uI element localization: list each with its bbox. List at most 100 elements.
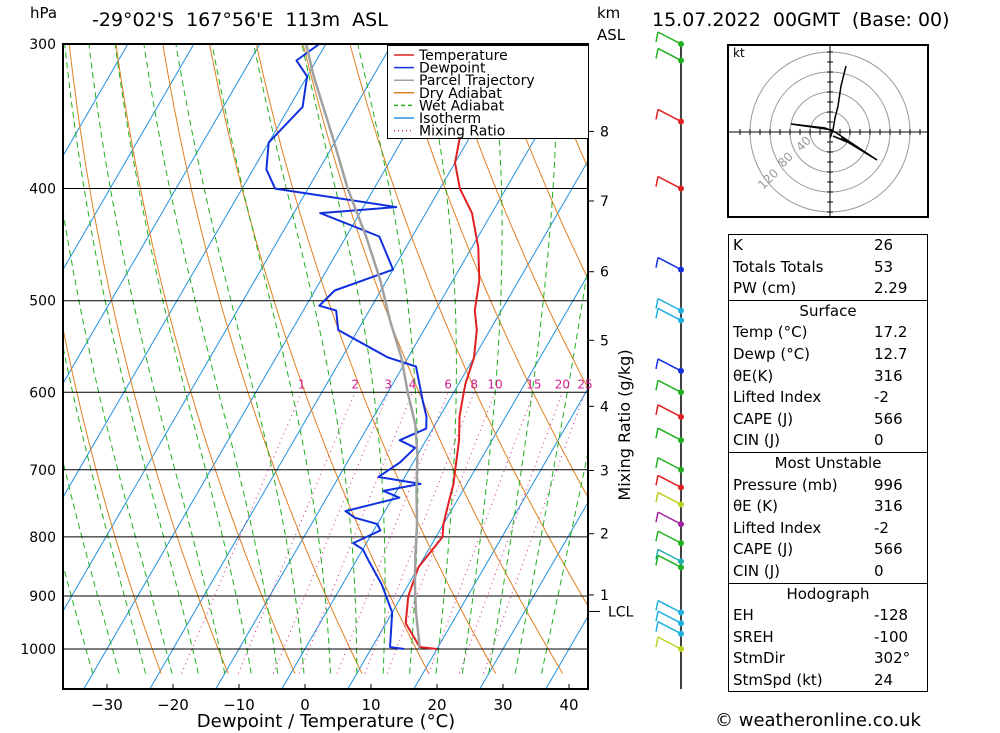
wind-barb [657, 256, 682, 271]
wind-barb-feather [655, 298, 659, 309]
wet-adiabat-line [461, 44, 503, 674]
station-location: -29°02'S 167°56'E 113m ASL [92, 9, 388, 31]
wet-adiabat-line [175, 44, 305, 674]
dry-adiabat-line [937, 9, 1000, 673]
pressure-tick-label: 500 [29, 294, 56, 310]
credit-text: © weatheronline.co.uk [715, 710, 921, 731]
wind-level-dot [678, 558, 684, 565]
most-unstable-key: θE (K) [733, 497, 778, 516]
most-unstable-value: 0 [874, 561, 884, 580]
header-asl-label: ASL [597, 26, 626, 44]
mixing-ratio-line [298, 392, 414, 674]
wet-adiabat-line [114, 44, 252, 674]
dry-adiabat-line [162, 44, 363, 674]
hodograph-row: StmSpd (kt) 24 [729, 670, 927, 692]
mixing-ratio-line [336, 392, 449, 674]
hodograph-unit-label: kt [733, 46, 745, 60]
wind-barb-feather [655, 404, 659, 415]
wind-barb [657, 297, 682, 312]
hodograph-row: StmDir 302° [729, 648, 927, 670]
pressure-tick-label: 400 [29, 182, 56, 198]
hodograph-ring-label: 80 [775, 149, 796, 170]
index-key: K [733, 236, 743, 254]
wind-level-dot [678, 317, 684, 324]
surface-value: 17.2 [874, 323, 908, 342]
wet-adiabat-line [63, 344, 147, 674]
wind-level-dot [678, 41, 684, 47]
wind-barb [657, 530, 682, 544]
wind-barb [657, 457, 682, 471]
legend-entry: Dewpoint [419, 61, 486, 77]
surface-header: Surface [729, 299, 927, 323]
mixing-ratio-label: 25 [577, 377, 592, 391]
surface-value: 566 [874, 409, 903, 428]
pressure-tick-label: 1000 [20, 642, 56, 658]
wind-barb-feather [655, 530, 659, 542]
wet-adiabat-line [420, 44, 457, 674]
wind-barb-feather [655, 358, 659, 370]
legend-entry: Isotherm [419, 111, 481, 127]
km-tick-label: 3 [600, 463, 609, 479]
surface-value: -2 [874, 388, 889, 407]
wind-barb-feather [655, 475, 659, 486]
km-tick-label: 8 [600, 124, 609, 140]
wet-adiabat-line [253, 44, 358, 674]
wind-barb [657, 108, 682, 123]
hodograph-value: 24 [874, 670, 894, 689]
wind-barb-feather [655, 428, 659, 439]
hodograph-value: -100 [874, 627, 909, 646]
legend-entry: Mixing Ratio [419, 124, 505, 138]
most-unstable-row: CAPE (J) 566 [729, 539, 927, 561]
wind-barb [657, 379, 682, 393]
wind-barb-feather [655, 621, 659, 632]
wind-barb [657, 554, 682, 568]
wind-barb-feather [655, 31, 659, 43]
dry-adiabat-line [349, 44, 588, 607]
pressure-tick-label: 700 [29, 463, 56, 479]
index-row: K 26 [729, 235, 927, 257]
surface-value: 12.7 [874, 344, 908, 363]
wind-barb-feather [655, 555, 659, 566]
surface-row: Dewp (°C) 12.7 [729, 344, 927, 366]
wind-barb-feather [655, 109, 659, 120]
wet-adiabat-line [63, 208, 173, 674]
wind-barb [657, 47, 682, 62]
surface-key: CAPE (J) [733, 409, 794, 428]
x-tick-label: 40 [559, 696, 578, 714]
dry-adiabat-line [442, 44, 588, 390]
index-key: PW (cm) [733, 279, 797, 298]
isotherm-line [479, 501, 588, 689]
pressure-tick-label: 900 [29, 589, 56, 605]
legend-entry: Wet Adiabat [419, 98, 505, 114]
wet-adiabat-line [64, 44, 199, 674]
wind-level-dot [678, 118, 684, 125]
most-unstable-key: Lifted Index [733, 518, 822, 537]
wind-level-dot [678, 609, 684, 616]
wet-adiabat-line [63, 562, 94, 674]
hodograph-key: EH [733, 606, 754, 625]
hodograph-value: -128 [874, 606, 909, 625]
surface-key: Temp (°C) [733, 323, 808, 342]
wet-adiabat-line [88, 44, 226, 674]
index-value: 53 [874, 257, 894, 276]
wind-barb [657, 599, 682, 614]
mixing-ratio-line [364, 392, 475, 674]
mixing-ratio-line [483, 392, 586, 674]
mixing-ratio-label: 15 [526, 377, 541, 391]
wind-barb [657, 474, 682, 489]
mixing-ratio-label: 20 [555, 377, 570, 391]
dry-adiabat-line [396, 44, 588, 499]
mixing-ratio-label: 8 [470, 377, 478, 391]
index-row: Totals Totals 53 [729, 257, 927, 279]
surface-key: CIN (J) [733, 431, 781, 450]
wind-barb-feather [655, 48, 659, 59]
run-datetime: 15.07.2022 00GMT (Base: 00) [652, 9, 950, 31]
wind-barb-feather [655, 636, 659, 648]
wind-level-dot [678, 630, 684, 637]
wind-level-dot [678, 501, 684, 508]
most-unstable-header: Most Unstable [729, 451, 927, 475]
legend-entry: Parcel Trajectory [419, 73, 535, 89]
wind-barb-feather [655, 549, 659, 560]
most-unstable-row: θE (K) 316 [729, 496, 927, 518]
